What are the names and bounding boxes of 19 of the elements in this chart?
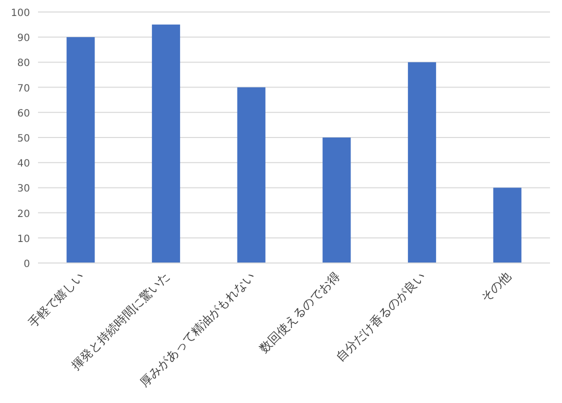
y-tick-label: 20 bbox=[17, 208, 30, 220]
y-tick-label: 40 bbox=[17, 158, 30, 170]
y-tick-label: 0 bbox=[24, 259, 30, 270]
y-tick-label: 90 bbox=[17, 33, 30, 44]
y-tick-label: 50 bbox=[17, 134, 30, 144]
bar bbox=[237, 87, 266, 263]
bar bbox=[408, 62, 436, 263]
x-tick-label: 手軽で嬉しい bbox=[26, 269, 87, 330]
bar bbox=[322, 138, 351, 263]
y-tick-label: 80 bbox=[17, 58, 30, 70]
y-tick-label: 70 bbox=[17, 83, 30, 94]
x-tick-label: その他 bbox=[478, 269, 514, 305]
y-tick-label: 60 bbox=[17, 108, 30, 120]
bar bbox=[152, 24, 180, 263]
y-tick-label: 100 bbox=[10, 8, 30, 19]
y-tick-label: 10 bbox=[17, 234, 30, 245]
y-tick-label: 30 bbox=[17, 184, 30, 195]
bar bbox=[66, 37, 95, 263]
bar bbox=[493, 188, 522, 263]
